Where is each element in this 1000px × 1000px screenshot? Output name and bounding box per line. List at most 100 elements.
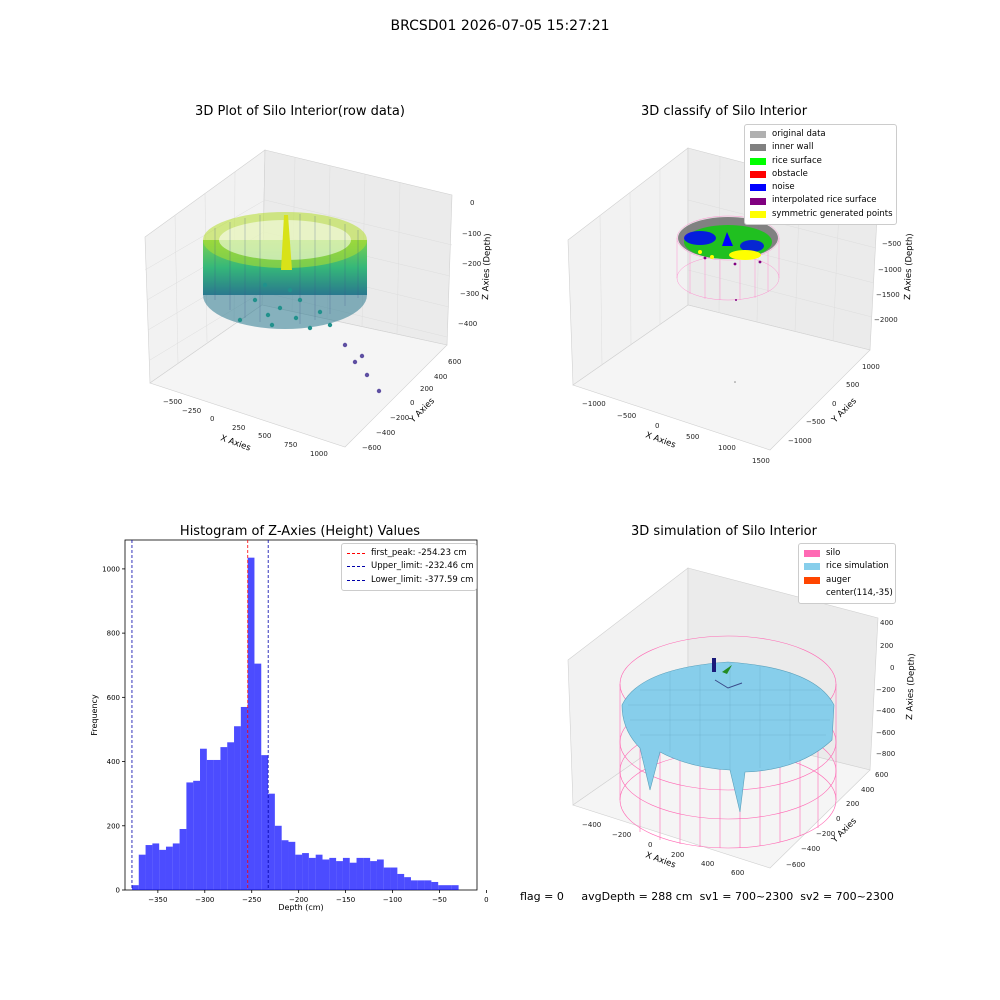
simulation-y-tick: 400	[861, 786, 874, 794]
x-tick-label: −50	[432, 896, 447, 904]
raw-y-tick: 600	[448, 358, 461, 366]
raw-point-cloud	[203, 212, 382, 394]
simulation-x-tick: 400	[701, 860, 714, 868]
legend-label: Upper_limit: -232.46 cm	[371, 561, 474, 572]
simulation-y-tick: −400	[801, 845, 820, 853]
histogram-bar	[179, 828, 187, 890]
legend-item: Upper_limit: -232.46 cm	[347, 560, 474, 573]
figure-title: BRCSD01 2026-07-05 15:27:21	[390, 18, 610, 34]
x-tick-label: −300	[195, 896, 214, 904]
histogram-bar	[390, 867, 398, 890]
histogram-bar	[159, 849, 166, 890]
raw-x-tick: 750	[284, 441, 297, 449]
histogram-bar	[438, 885, 446, 890]
legend-item: rice surface	[750, 155, 891, 168]
legend-swatch	[804, 590, 820, 597]
histogram-bar	[417, 880, 425, 890]
legend-item: inner wall	[750, 141, 891, 154]
raw-z-tick: −100	[462, 230, 481, 238]
histogram-bar	[349, 862, 357, 890]
histogram-bar	[445, 885, 452, 890]
legend-swatch	[750, 210, 766, 218]
y-tick-label: 800	[107, 630, 120, 638]
classify-z-tick: −500	[882, 240, 901, 248]
histogram-bar	[431, 881, 439, 890]
sv1-text: sv1 = 700~2300	[699, 890, 794, 903]
x-tick-label: −350	[148, 896, 167, 904]
simulation-z-tick: −200	[876, 686, 895, 694]
histogram-bar	[165, 846, 173, 890]
classify-x-tick: 500	[686, 433, 699, 441]
x-tick-label: −200	[289, 896, 308, 904]
histogram-bars	[131, 557, 459, 890]
histogram-bar	[356, 857, 364, 890]
legend-label: noise	[772, 182, 795, 193]
y-tick-label: 200	[107, 822, 120, 830]
histogram-bar	[227, 742, 235, 890]
classify-x-tick: −1000	[582, 400, 606, 408]
classify-y-tick: −1000	[788, 437, 812, 445]
legend-item: rice simulation	[804, 560, 890, 573]
histogram-bar	[451, 885, 459, 890]
simulation-x-tick: 600	[731, 869, 744, 877]
histogram-bar	[322, 859, 330, 890]
raw-x-tick: −500	[163, 398, 182, 406]
legend-item: first_peak: -254.23 cm	[347, 547, 471, 560]
histogram-bar	[329, 857, 337, 890]
histogram-bar	[172, 843, 180, 890]
legend-swatch	[750, 131, 766, 139]
raw-x-ticks: −500 −250 0 250 500 750 1000	[163, 398, 328, 458]
legend-item: Lower_limit: -377.59 cm	[347, 574, 473, 587]
legend-swatch	[750, 157, 766, 165]
legend-line	[347, 566, 365, 568]
legend-item: symmetric generated points	[750, 208, 893, 221]
classify-plot-title: 3D classify of Silo Interior	[640, 104, 808, 119]
raw-plot-title: 3D Plot of Silo Interior(row data)	[195, 104, 405, 119]
classify-x-tick: −500	[617, 412, 636, 420]
raw-x-tick: −250	[182, 407, 201, 415]
simulation-y-tick: 200	[846, 800, 859, 808]
y-tick-label: 600	[107, 694, 120, 702]
histogram-bar	[363, 857, 371, 890]
simulation-y-tick: 0	[836, 815, 840, 823]
classify-x-tick: 1500	[752, 457, 770, 465]
legend-label: rice surface	[772, 155, 822, 166]
raw-z-tick: −200	[462, 260, 481, 268]
legend-item: obstacle	[750, 168, 891, 181]
simulation-z-tick: 0	[890, 664, 894, 672]
histogram-bar	[213, 759, 221, 890]
legend-swatch	[750, 197, 766, 205]
histogram-bar	[268, 793, 275, 890]
legend-swatch	[750, 184, 766, 192]
classify-x-ticks: −1000 −500 0 500 1000 1500	[582, 400, 770, 465]
simulation-legend: silo rice simulation auger center(114,-3…	[798, 543, 896, 605]
classify-y-tick: 0	[832, 400, 836, 408]
classify-z-label: Z Axies (Depth)	[903, 233, 915, 300]
classify-z-tick: −1500	[876, 291, 900, 299]
classify-legend: original data inner wall rice surface ob…	[744, 124, 897, 226]
raw-z-label: Z Axies (Depth)	[481, 233, 493, 300]
y-tick-label: 400	[107, 758, 120, 766]
classify-z-tick: −2000	[874, 316, 898, 324]
histogram-bar	[308, 857, 316, 890]
raw-y-tick: −600	[362, 444, 381, 452]
legend-label: inner wall	[772, 142, 814, 153]
histogram-bar	[376, 859, 384, 890]
histogram-bar	[193, 780, 201, 890]
legend-swatch	[804, 576, 820, 584]
legend-label: original data	[772, 129, 826, 139]
histogram-bar	[315, 854, 323, 890]
legend-swatch	[750, 171, 766, 179]
histogram-bar	[247, 557, 255, 890]
simulation-x-tick: 200	[671, 851, 684, 859]
simulation-z-label: Z Axies (Depth)	[905, 653, 917, 720]
simulation-z-tick: 400	[880, 619, 893, 627]
histogram-bar	[186, 782, 194, 890]
histogram-bar	[336, 861, 343, 890]
legend-label: interpolated rice surface	[772, 195, 877, 206]
classify-x-tick: 0	[655, 422, 659, 430]
